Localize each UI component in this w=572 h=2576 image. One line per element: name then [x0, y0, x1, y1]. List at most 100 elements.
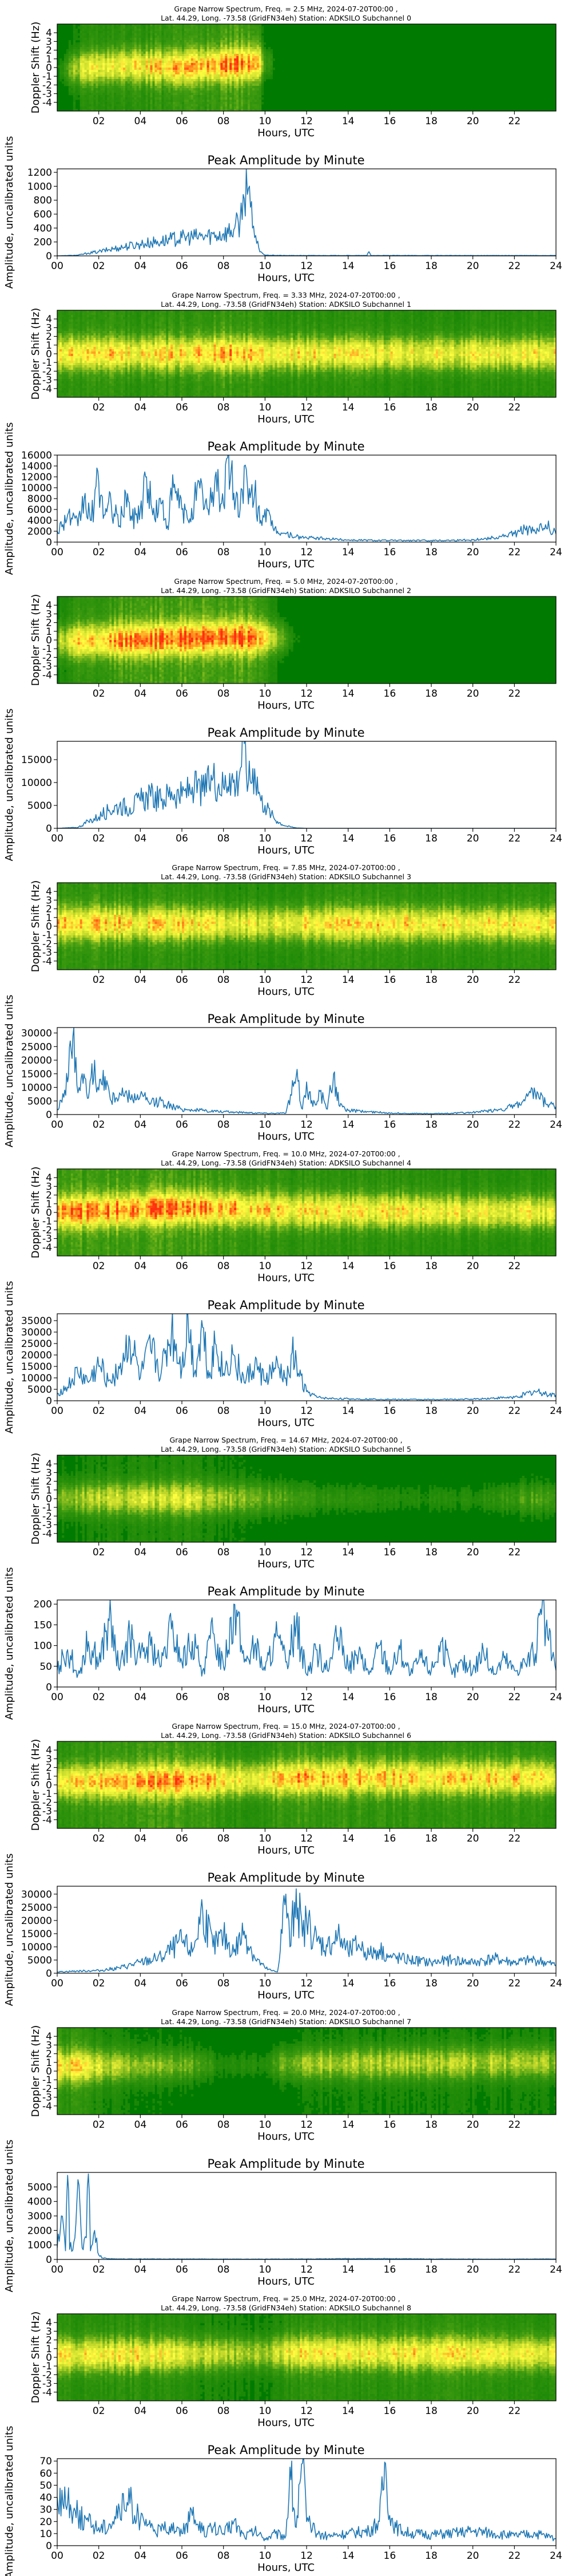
x-tick-label: 18 [425, 688, 438, 700]
x-tick-label: 12 [300, 2405, 313, 2417]
x-tick-label: 14 [342, 1978, 355, 1989]
x-tick-label: 16 [384, 1405, 396, 1417]
amplitude-frame [57, 455, 556, 542]
x-tick-label: 08 [217, 833, 230, 844]
spectrum-panel-12: Grape Narrow Spectrum, Freq. = 15.0 MHz,… [30, 1722, 556, 1856]
y-axis-label: Doppler Shift (Hz) [30, 880, 42, 973]
x-tick-label: 08 [217, 974, 230, 986]
y-tick-label: 1000 [27, 2240, 52, 2251]
x-tick-label: 10 [259, 1261, 272, 1272]
x-tick-label: 06 [176, 260, 188, 272]
x-tick-label: 24 [550, 1978, 562, 1989]
amplitude-series [57, 1594, 556, 1678]
x-tick-label: 00 [51, 1119, 63, 1131]
y-tick-label: 5000 [27, 1384, 52, 1396]
x-tick-label: 20 [467, 1547, 479, 1558]
spectrum-image [57, 883, 556, 970]
x-tick-label: 22 [509, 833, 521, 844]
y-tick-label: -4 [42, 670, 52, 681]
x-tick-label: 12 [300, 2550, 313, 2562]
spectrum-title: Grape Narrow Spectrum, Freq. = 3.33 MHz,… [172, 291, 400, 299]
y-tick-label: 15000 [21, 754, 52, 766]
amplitude-panel-1: Peak Amplitude by Minute0200400600800100… [3, 136, 562, 289]
spectrum-title: Grape Narrow Spectrum, Freq. = 25.0 MHz,… [172, 2294, 400, 2303]
spectrum-subtitle: Lat. 44.29, Long. -73.58 (GridFN34eh) St… [161, 2304, 411, 2312]
x-tick-label: 04 [134, 1978, 147, 1989]
x-tick-label: 14 [342, 1119, 355, 1131]
x-tick-label: 20 [467, 1261, 479, 1272]
x-tick-label: 18 [425, 1119, 438, 1131]
spectrum-image [57, 2314, 556, 2401]
x-tick-label: 16 [384, 116, 396, 127]
x-tick-label: 20 [467, 1978, 479, 1989]
x-tick-label: 20 [467, 1692, 479, 1703]
x-tick-label: 20 [467, 116, 479, 127]
x-tick-label: 10 [259, 833, 272, 844]
y-axis-label: Amplitude, uncalibrated units [3, 422, 15, 575]
y-tick-label: 20000 [21, 1350, 52, 1361]
x-tick-label: 10 [259, 1405, 272, 1417]
spectrum-subtitle: Lat. 44.29, Long. -73.58 (GridFN34eh) St… [161, 14, 411, 22]
x-tick-label: 20 [467, 2550, 479, 2562]
x-tick-label: 08 [217, 1692, 230, 1703]
x-tick-label: 06 [176, 2119, 188, 2131]
x-tick-label: 04 [134, 833, 147, 844]
y-tick-label: -4 [42, 956, 52, 967]
x-tick-label: 02 [93, 1261, 105, 1272]
x-tick-label: 02 [93, 260, 105, 272]
x-tick-label: 18 [425, 1692, 438, 1703]
x-tick-label: 22 [509, 116, 521, 127]
x-axis-label: Hours, UTC [257, 1703, 315, 1715]
amplitude-title: Peak Amplitude by Minute [208, 2443, 365, 2457]
y-axis-label: Amplitude, uncalibrated units [3, 1854, 15, 2006]
x-tick-label: 18 [425, 547, 438, 558]
y-tick-label: -4 [42, 1815, 52, 1826]
amplitude-series [57, 2454, 556, 2541]
x-tick-label: 20 [467, 2264, 479, 2275]
amplitude-panel-15: Peak Amplitude by Minute0100020003000400… [3, 2140, 562, 2293]
x-tick-label: 12 [300, 1261, 313, 1272]
x-tick-label: 14 [342, 1261, 355, 1272]
y-axis-label: Doppler Shift (Hz) [30, 594, 42, 686]
amplitude-panel-5: Peak Amplitude by Minute0500010000150000… [3, 709, 562, 862]
x-tick-label: 06 [176, 1978, 188, 1989]
y-tick-label: 3000 [27, 2211, 52, 2222]
amplitude-frame [57, 2172, 556, 2259]
x-tick-label: 08 [217, 1405, 230, 1417]
amplitude-series [57, 1301, 556, 1400]
x-tick-label: 22 [509, 1833, 521, 1844]
x-tick-label: 04 [134, 547, 147, 558]
x-tick-label: 18 [425, 1978, 438, 1989]
y-tick-label: 2000 [27, 526, 52, 538]
x-tick-label: 22 [509, 688, 521, 700]
x-tick-label: 22 [509, 260, 521, 272]
spectrum-subtitle: Lat. 44.29, Long. -73.58 (GridFN34eh) St… [161, 1445, 411, 1453]
y-tick-label: 5000 [27, 1096, 52, 1107]
x-tick-label: 08 [217, 1833, 230, 1844]
x-tick-label: 22 [509, 974, 521, 986]
x-tick-label: 14 [342, 1547, 355, 1558]
y-tick-label: 10000 [21, 1942, 52, 1953]
y-tick-label: 25000 [21, 1902, 52, 1914]
x-tick-label: 12 [300, 547, 313, 558]
y-tick-label: 1200 [27, 167, 52, 179]
x-tick-label: 02 [93, 1547, 105, 1558]
y-tick-label: 25000 [21, 1338, 52, 1350]
x-tick-label: 06 [176, 1692, 188, 1703]
x-tick-label: 24 [550, 1405, 562, 1417]
spectrum-title: Grape Narrow Spectrum, Freq. = 2.5 MHz, … [174, 5, 398, 13]
y-tick-label: -4 [42, 1242, 52, 1254]
spectrum-title: Grape Narrow Spectrum, Freq. = 7.85 MHz,… [172, 863, 400, 872]
x-axis-label: Hours, UTC [257, 986, 315, 998]
x-tick-label: 14 [342, 547, 355, 558]
y-tick-label: 5000 [27, 1955, 52, 1966]
y-tick-label: 20000 [21, 1055, 52, 1066]
x-tick-label: 06 [176, 1833, 188, 1844]
x-tick-label: 24 [550, 547, 562, 558]
y-tick-label: 600 [34, 209, 52, 220]
x-tick-label: 12 [300, 1978, 313, 1989]
x-tick-label: 04 [134, 2119, 147, 2131]
x-tick-label: 08 [217, 2405, 230, 2417]
x-tick-label: 20 [467, 402, 479, 413]
y-tick-label: 50 [39, 1661, 52, 1673]
